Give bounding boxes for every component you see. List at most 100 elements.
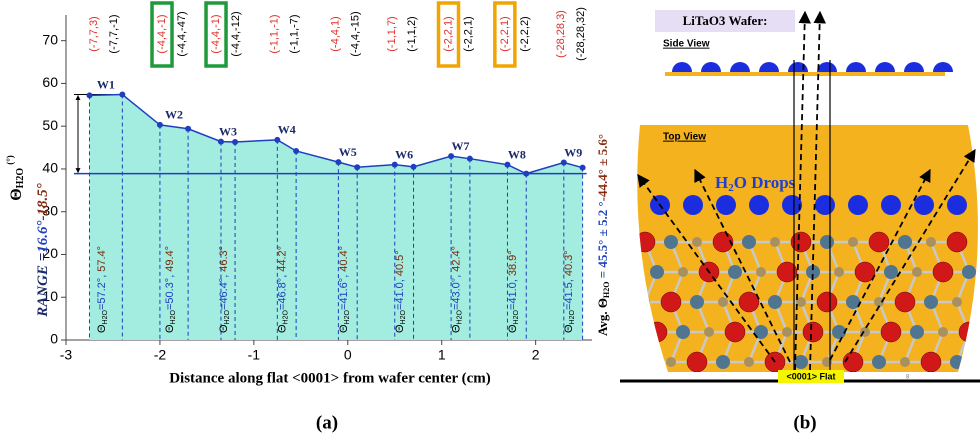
atom — [687, 352, 707, 372]
y-tick-label: 0 — [50, 331, 58, 347]
data-label-sub: H2O — [283, 309, 290, 324]
data-label-value: 46.3° — [218, 246, 230, 272]
data-label-value: 49.4° — [164, 246, 176, 272]
atom — [959, 322, 979, 342]
data-label-sub: H2O — [102, 309, 109, 324]
side-drop — [759, 62, 779, 72]
data-label-value: =41.0, — [394, 279, 406, 310]
atom — [820, 235, 834, 249]
atom — [744, 357, 754, 367]
index-black: (-2,2,2) — [519, 16, 531, 51]
atom — [803, 322, 823, 342]
index-red: (-4,4,-1) — [156, 14, 168, 53]
x-tick-label: 1 — [438, 347, 446, 363]
data-label-value: =41.6°, — [338, 275, 350, 310]
atom — [640, 297, 650, 307]
point — [523, 171, 529, 177]
atom — [895, 292, 915, 312]
wafer-label: W3 — [219, 124, 237, 138]
atom — [678, 267, 688, 277]
y-tick-label: 60 — [42, 74, 58, 90]
index-black: (-4,4,-47) — [176, 11, 188, 56]
atom — [647, 322, 667, 342]
drops-h: H — [715, 173, 728, 192]
y-tick-label: 50 — [42, 117, 58, 133]
atom — [725, 322, 745, 342]
data-label-sub: H2O — [513, 309, 520, 324]
range-high: -18.5° — [35, 183, 51, 220]
data-label-value: 44.2° — [277, 246, 289, 272]
wafer-label: W5 — [339, 145, 357, 159]
top-drop — [683, 195, 703, 215]
side-drop — [875, 62, 895, 72]
data-label-sub: H2O — [400, 309, 407, 324]
avg-alt: -44.4° ± 5.6° — [595, 134, 610, 201]
point — [218, 139, 224, 145]
x-tick-label: -1 — [248, 347, 261, 363]
x-axis-label: Distance along flat <0001> from wafer ce… — [169, 370, 491, 386]
index-black: (-1,1,-7) — [289, 14, 301, 53]
x-tick-label: -3 — [60, 347, 73, 363]
point — [232, 139, 238, 145]
data-label-value: =50.3°, — [164, 275, 176, 310]
caption-b: (b) — [793, 412, 816, 433]
point — [561, 160, 567, 166]
side-drop — [730, 62, 750, 72]
point — [392, 162, 398, 168]
drops-rest: O Drops — [734, 173, 796, 192]
side-drop — [788, 62, 808, 72]
atom — [869, 232, 889, 252]
atom — [962, 265, 976, 279]
atom — [718, 297, 728, 307]
wafer-label: W9 — [564, 145, 582, 159]
avg-sub: H2O — [602, 282, 611, 298]
index-black: (-4,4,-12) — [230, 11, 242, 56]
panel-b: LiTaO3 Wafer: Side View Top View H2O Dro… — [620, 10, 980, 383]
point — [157, 122, 163, 128]
atom — [768, 295, 782, 309]
side-drop — [933, 62, 953, 72]
wafer-label: W6 — [395, 147, 413, 161]
top-drop — [914, 195, 934, 215]
atom — [926, 237, 936, 247]
data-label-sub: H2O — [569, 309, 576, 324]
atom — [872, 355, 886, 369]
point — [411, 164, 417, 170]
atom — [704, 327, 714, 337]
atom — [910, 325, 924, 339]
range-label: RANGE =16.6°-18.5° — [35, 183, 51, 317]
atom — [848, 237, 858, 247]
flat-label: <0001> Flat — [786, 371, 835, 381]
wafer-label: W8 — [508, 147, 526, 161]
atom — [756, 267, 766, 277]
atom — [716, 355, 730, 369]
top-view-label: Top View — [663, 132, 706, 143]
point — [274, 137, 280, 143]
atom — [898, 235, 912, 249]
point — [580, 165, 586, 171]
side-wafer — [665, 72, 945, 76]
top-drop — [848, 195, 868, 215]
atom — [900, 357, 910, 367]
top-drop — [881, 195, 901, 215]
side-drop — [672, 62, 692, 72]
data-label-value: 40.5° — [394, 250, 406, 276]
point — [467, 156, 473, 162]
data-label-value: =57.2°, — [96, 275, 108, 310]
wafer-label: W7 — [452, 139, 470, 153]
data-label-sub: H2O — [224, 309, 231, 324]
point — [354, 164, 360, 170]
side-drop — [701, 62, 721, 72]
index-red: (-4,4,-1) — [210, 14, 222, 53]
data-label-sub: H2O — [344, 309, 351, 324]
atom — [952, 297, 962, 307]
data-label-value: 40.4° — [338, 246, 350, 272]
data-label-sub: H2O — [170, 309, 177, 324]
wafer-label: W1 — [97, 77, 115, 91]
avg-prefix: Avg. Θ — [595, 298, 610, 336]
atom — [921, 352, 941, 372]
atom — [846, 295, 860, 309]
range-prefix: RANGE = — [35, 253, 51, 318]
data-label-value: =43.0°, — [450, 275, 462, 310]
y-label-symbol: Θ — [8, 188, 25, 200]
